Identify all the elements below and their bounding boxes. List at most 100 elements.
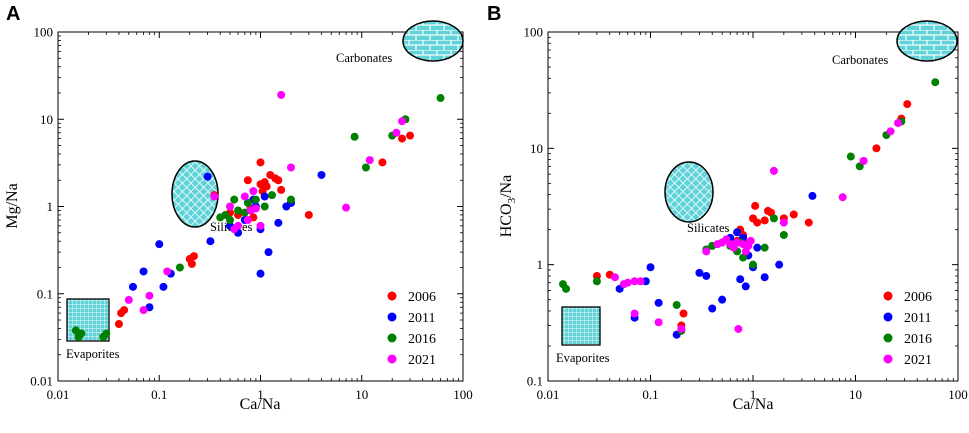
- point-2006: [262, 182, 271, 191]
- point-2016: [243, 198, 252, 207]
- y-tick-label: 0.1: [37, 286, 53, 301]
- panel-letter-b: B: [487, 3, 501, 25]
- point-2011: [646, 263, 655, 272]
- point-2006: [872, 144, 881, 153]
- point-2006: [903, 100, 912, 109]
- point-2016: [221, 210, 230, 219]
- legend-marker-2011: [883, 312, 893, 322]
- evaporites-region: [561, 306, 601, 346]
- point-2016: [234, 206, 243, 215]
- point-2011: [775, 260, 784, 269]
- y-tick-label: 1: [47, 199, 54, 214]
- y-axis-title-b-main: HCO: [498, 203, 515, 237]
- point-2016: [779, 230, 788, 239]
- panel-letter-a: A: [6, 3, 20, 25]
- point-2011: [256, 269, 265, 278]
- y-tick-label: 0.1: [527, 374, 543, 389]
- y-axis-title-b-sub: 3: [506, 197, 518, 203]
- point-2006: [378, 158, 387, 167]
- point-2006: [751, 201, 760, 210]
- silicates-region: [664, 161, 714, 223]
- point-2011: [155, 240, 164, 249]
- legend-label-2006: 2006: [904, 290, 932, 305]
- point-2006: [304, 210, 313, 219]
- point-2011: [260, 192, 269, 201]
- point-2021: [677, 324, 686, 333]
- point-2016: [260, 202, 269, 211]
- point-2021: [365, 156, 374, 165]
- point-2021: [163, 267, 172, 276]
- point-2011: [760, 273, 769, 282]
- regions-b: Carbonates Silicates Evaporites: [556, 20, 958, 365]
- legend-label-2021: 2021: [904, 353, 932, 368]
- points-a: [71, 90, 445, 341]
- point-2006: [120, 306, 129, 315]
- x-tick-label: 0.1: [642, 387, 658, 402]
- point-2006: [256, 158, 265, 167]
- legend-label-2006: 2006: [408, 290, 436, 305]
- point-2006: [189, 252, 198, 261]
- legend-a: 2006 2011 2016 2021: [387, 290, 436, 368]
- y-tick-label: 10: [530, 141, 543, 156]
- point-2011: [718, 295, 727, 304]
- point-2011: [702, 271, 711, 280]
- point-2021: [636, 277, 645, 286]
- point-2021: [894, 119, 903, 128]
- point-2021: [277, 90, 286, 99]
- y-axis-title-b: HCO3/Na: [498, 175, 518, 237]
- point-2021: [392, 128, 401, 137]
- x-tick-label: 1: [750, 387, 757, 402]
- x-axis-title-a: Ca/Na: [240, 396, 281, 413]
- point-2016: [251, 195, 260, 204]
- point-2016: [672, 301, 681, 310]
- point-2021: [240, 192, 249, 201]
- point-2021: [623, 278, 632, 287]
- point-2006: [187, 259, 196, 268]
- point-2016: [749, 260, 757, 269]
- point-2011: [203, 172, 212, 181]
- point-2016: [230, 195, 239, 204]
- evaporites-label: Evaporites: [66, 347, 120, 361]
- point-2006: [406, 131, 415, 140]
- point-2011: [159, 282, 168, 291]
- point-2021: [124, 295, 133, 304]
- legend-marker-2006: [883, 291, 893, 301]
- x-tick-label: 1: [257, 387, 264, 402]
- y-tick-label: 100: [34, 25, 54, 40]
- legend-b: 2006 2011 2016 2021: [883, 290, 932, 368]
- point-2021: [779, 218, 788, 227]
- carbonates-region: [402, 20, 464, 62]
- point-2006: [804, 218, 813, 227]
- point-2016: [769, 214, 778, 223]
- silicates-label: Silicates: [687, 221, 729, 235]
- point-2006: [398, 134, 407, 143]
- axis-ticks-a: 0.01 0.1 1 10 100 0.01 0.1 1 10 100: [30, 25, 473, 403]
- points-b: [558, 78, 940, 339]
- point-2011: [695, 268, 704, 277]
- point-2011: [708, 304, 717, 313]
- point-2016: [226, 216, 235, 225]
- point-2016: [350, 132, 359, 141]
- y-axis-title-b-tail: /Na: [498, 175, 515, 198]
- evaporites-label: Evaporites: [556, 351, 610, 365]
- point-2021: [398, 117, 407, 126]
- legend-marker-2021: [883, 354, 893, 364]
- legend-marker-2021: [387, 354, 397, 364]
- y-axis-title-a: Mg/Na: [4, 183, 21, 228]
- point-2011: [274, 218, 283, 227]
- y-tick-label: 100: [524, 25, 544, 40]
- y-tick-label: 10: [40, 112, 53, 127]
- x-tick-label: 0.01: [537, 387, 560, 402]
- point-2021: [256, 221, 265, 230]
- point-2006: [789, 210, 798, 219]
- legend-label-2011: 2011: [408, 311, 435, 326]
- x-tick-label: 100: [948, 387, 968, 402]
- point-2006: [753, 218, 762, 227]
- point-2021: [342, 203, 351, 212]
- point-2016: [286, 195, 295, 204]
- x-axis-title-b: Ca/Na: [733, 396, 774, 413]
